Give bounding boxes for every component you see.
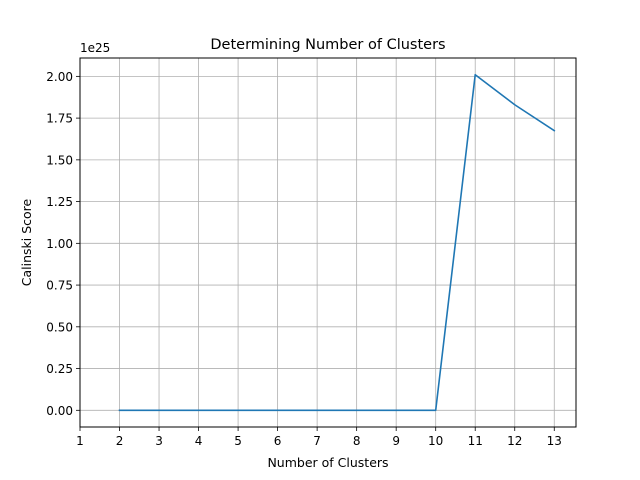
x-tick-label: 1 <box>76 434 84 448</box>
x-tick-label: 12 <box>507 434 522 448</box>
x-tick-label: 11 <box>468 434 483 448</box>
y-tick-label: 1.50 <box>46 153 73 167</box>
y-axis: 0.00 0.25 0.50 0.75 1.00 1.25 1.50 1.75 2.00 <box>46 70 80 418</box>
plot-frame <box>79 57 577 428</box>
y-tick-label: 1.75 <box>46 112 73 126</box>
y-tick-label: 1.25 <box>46 195 73 209</box>
x-tick-label: 7 <box>313 434 321 448</box>
x-tick-label: 4 <box>195 434 203 448</box>
y-tick-label: 0.50 <box>46 320 73 334</box>
y-tick-label: 1.00 <box>46 237 73 251</box>
x-tick-label: 8 <box>353 434 361 448</box>
x-tick-label: 13 <box>547 434 562 448</box>
y-tick-label: 0.25 <box>46 362 73 376</box>
x-axis: 1 2 3 4 5 6 7 8 9 10 11 12 13 <box>76 427 562 448</box>
x-axis-label: Number of Clusters <box>267 455 388 470</box>
x-tick-label: 10 <box>428 434 443 448</box>
x-tick-label: 3 <box>155 434 163 448</box>
y-tick-label: 2.00 <box>46 70 73 84</box>
plot-area <box>80 58 576 427</box>
y-axis-label: Calinski Score <box>19 198 34 286</box>
x-tick-label: 5 <box>234 434 242 448</box>
series-line-0 <box>118 73 556 412</box>
x-tick-label: 6 <box>274 434 282 448</box>
y-tick-label: 0.00 <box>46 404 73 418</box>
y-tick-label: 0.75 <box>46 279 73 293</box>
x-tick-label: 2 <box>116 434 124 448</box>
series-group <box>118 73 556 412</box>
y-axis-offset-text: 1e25 <box>80 41 110 55</box>
chart-title: Determining Number of Clusters <box>210 37 445 53</box>
x-tick-label: 9 <box>392 434 400 448</box>
